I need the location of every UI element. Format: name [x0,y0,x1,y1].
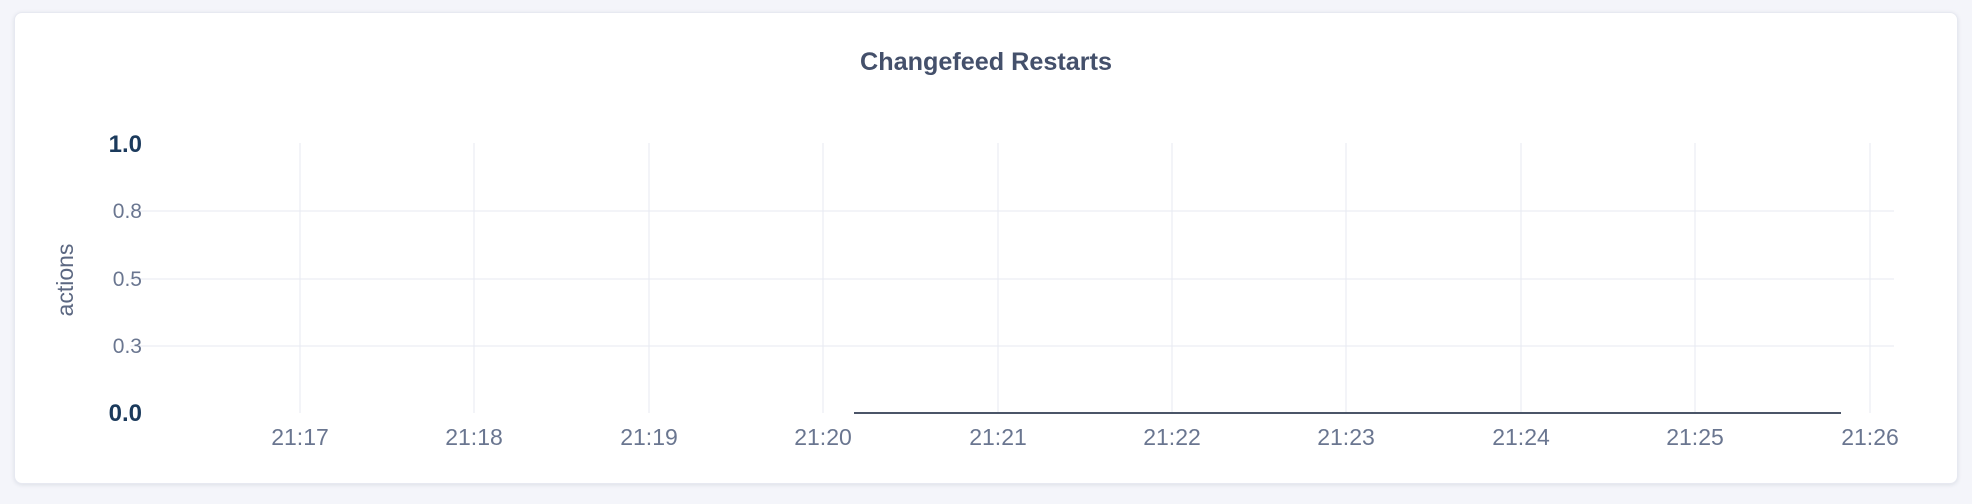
svg-text:21:20: 21:20 [794,424,852,450]
svg-text:21:21: 21:21 [969,424,1027,450]
svg-text:21:17: 21:17 [271,424,329,450]
svg-text:actions: actions [52,244,78,317]
svg-text:0.0: 0.0 [109,400,142,427]
svg-text:21:23: 21:23 [1317,424,1375,450]
svg-text:21:25: 21:25 [1666,424,1724,450]
svg-text:21:18: 21:18 [445,424,503,450]
svg-text:1.0: 1.0 [109,131,142,158]
svg-text:0.5: 0.5 [113,268,142,291]
svg-text:0.8: 0.8 [113,200,142,223]
svg-text:21:26: 21:26 [1841,424,1899,450]
svg-text:0.3: 0.3 [113,335,142,358]
svg-text:21:24: 21:24 [1492,424,1550,450]
svg-text:21:22: 21:22 [1143,424,1201,450]
svg-text:21:19: 21:19 [620,424,678,450]
